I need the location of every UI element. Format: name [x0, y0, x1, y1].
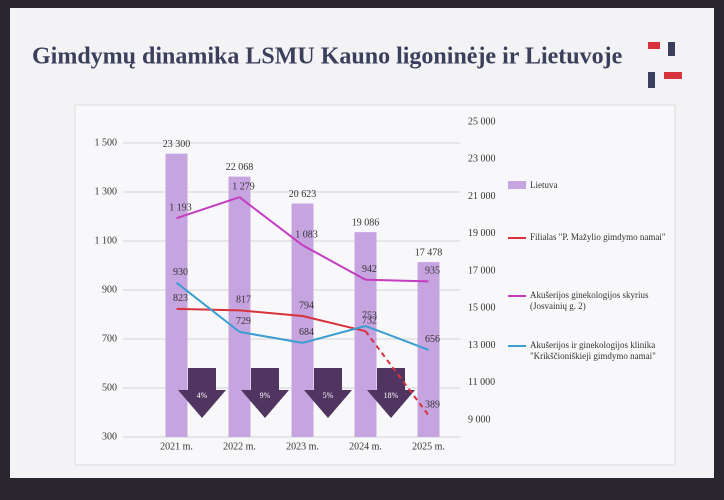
- decline-label: 18%: [384, 391, 399, 400]
- chart-title: Gimdymų dinamika LSMU Kauno ligoninėje i…: [32, 44, 623, 70]
- legend-label: Akušerijos ir ginekologijos klinika "Kri…: [530, 340, 656, 361]
- data-label: 817: [236, 295, 251, 306]
- data-label: 684: [299, 327, 314, 338]
- data-label: 389: [425, 399, 440, 410]
- data-label: 19 086: [352, 217, 380, 228]
- data-label: 930: [173, 267, 188, 278]
- y-tick-label: 500: [102, 382, 117, 393]
- data-label: 22 068: [226, 162, 254, 173]
- bar: [355, 232, 377, 437]
- bar: [229, 177, 251, 437]
- y-tick-label: 1 500: [95, 137, 118, 148]
- legend-swatch: [508, 345, 526, 347]
- data-label: 935: [425, 266, 440, 277]
- x-tick-label: 2024 m.: [349, 441, 382, 452]
- data-label: 1 279: [232, 181, 255, 192]
- screenshot: Gimdymų dinamika LSMU Kauno ligoninėje i…: [0, 0, 724, 500]
- y-tick-label: 300: [102, 431, 117, 442]
- data-label: 1 083: [295, 229, 318, 240]
- data-label: 753: [362, 310, 377, 321]
- y2-tick-label: 15 000: [468, 303, 496, 314]
- legend-swatch: [508, 237, 526, 239]
- data-label: 942: [362, 264, 377, 275]
- y2-tick-label: 9 000: [468, 414, 491, 425]
- y2-tick-label: 13 000: [468, 340, 496, 351]
- y2-tick-label: 21 000: [468, 191, 496, 202]
- decline-label: 4%: [197, 391, 208, 400]
- legend-entry: Akušerijos ir ginekologijos klinika "Kri…: [530, 340, 680, 362]
- data-label: 656: [425, 334, 440, 345]
- legend-entry: Akušerijos ginekologijos skyrius (Josvai…: [530, 290, 680, 312]
- y2-tick-label: 25 000: [468, 116, 496, 127]
- data-label: 823: [173, 293, 188, 304]
- legend-entry: Lietuva: [530, 180, 680, 191]
- legend-label: Lietuva: [530, 180, 558, 190]
- legend-entry: Filialas "P. Mažylio gimdymo namai": [530, 232, 680, 243]
- data-label: 23 300: [163, 139, 191, 150]
- data-label: 17 478: [415, 247, 443, 258]
- x-tick-label: 2021 m.: [160, 441, 193, 452]
- x-tick-label: 2025 m.: [412, 441, 445, 452]
- legend-swatch: [508, 295, 526, 297]
- legend-swatch: [508, 181, 526, 189]
- y-tick-label: 1 100: [95, 235, 118, 246]
- x-tick-label: 2023 m.: [286, 441, 319, 452]
- y-tick-label: 900: [102, 284, 117, 295]
- data-label: 794: [299, 300, 314, 311]
- data-label: 1 193: [169, 203, 192, 214]
- legend-label: Filialas "P. Mažylio gimdymo namai": [530, 232, 666, 242]
- data-label: 20 623: [289, 189, 317, 200]
- chart: Gimdymų dinamika LSMU Kauno ligoninėje i…: [0, 0, 724, 500]
- data-label: 729: [236, 316, 251, 327]
- y-tick-label: 1 300: [95, 186, 118, 197]
- y2-tick-label: 19 000: [468, 228, 496, 239]
- y2-tick-label: 17 000: [468, 265, 496, 276]
- y2-tick-label: 23 000: [468, 154, 496, 165]
- decline-label: 5%: [323, 391, 334, 400]
- x-tick-label: 2022 m.: [223, 441, 256, 452]
- y2-tick-label: 11 000: [468, 377, 495, 388]
- decline-label: 9%: [260, 391, 271, 400]
- y-tick-label: 700: [102, 333, 117, 344]
- legend-label: Akušerijos ginekologijos skyrius (Josvai…: [530, 290, 649, 311]
